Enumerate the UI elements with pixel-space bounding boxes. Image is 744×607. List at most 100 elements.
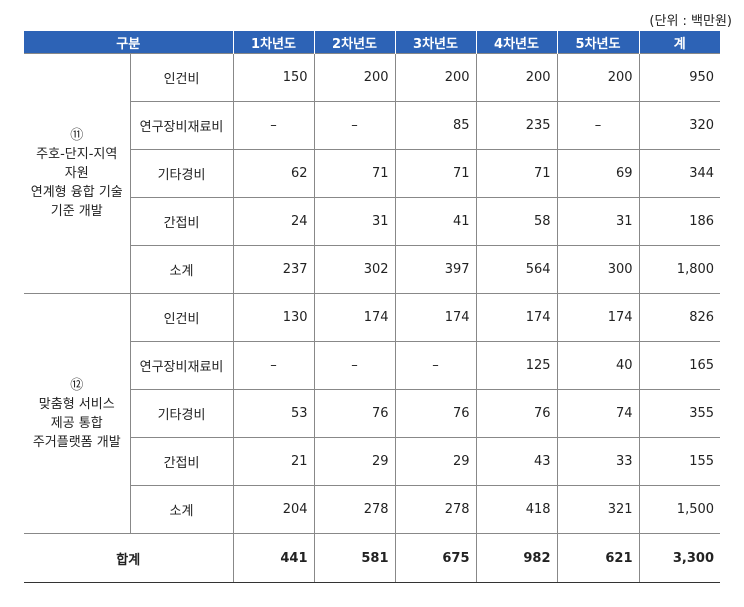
group-title-line: 주호-단지-지역 — [36, 147, 118, 162]
item-label: 기타경비 — [130, 149, 234, 198]
header-category: 구분 — [24, 31, 234, 54]
item-label: 연구장비재료비 — [130, 341, 234, 390]
value-cell: – — [313, 101, 396, 150]
value-cell: 200 — [556, 53, 640, 102]
value-cell: 62 — [232, 149, 315, 198]
value-cell: 71 — [394, 149, 477, 198]
group-title-line: 맞춤형 서비스 — [38, 396, 115, 412]
header-year-4: 4차년도 — [475, 31, 558, 54]
value-cell: 278 — [394, 485, 477, 534]
value-cell: 235 — [475, 101, 558, 150]
value-cell: 74 — [556, 389, 640, 438]
item-label: 인건비 — [129, 53, 234, 102]
value-cell: 418 — [475, 485, 558, 534]
row-total-cell: 355 — [638, 389, 721, 438]
table-row: 소계 204 278 278 418 321 1,500 — [24, 485, 721, 534]
header-year-5: 5차년도 — [556, 31, 640, 54]
table-header-row: 구분 1차년도 2차년도 3차년도 4차년도 5차년도 계 — [24, 31, 721, 54]
value-cell: 174 — [475, 293, 558, 342]
row-total-cell: 950 — [638, 53, 721, 102]
group-number: ⑪ — [70, 128, 84, 143]
value-cell: 33 — [556, 437, 640, 486]
unit-note: (단위 : 백만원) — [649, 14, 732, 29]
grand-total-sum: 3,300 — [638, 533, 721, 583]
grand-total-cell: 581 — [313, 533, 396, 583]
value-cell: 21 — [232, 437, 315, 486]
row-total-cell: 1,800 — [638, 245, 721, 294]
value-cell: 29 — [313, 437, 396, 486]
value-cell: 31 — [313, 197, 396, 246]
row-total-cell: 344 — [638, 149, 721, 198]
group-title-line: 기준 개발 — [50, 204, 103, 219]
table-row: ⑫ 맞춤형 서비스 제공 통합 주거플랫폼 개발 인건비 130 174 174 174 174 8… — [24, 293, 721, 534]
value-cell: 43 — [475, 437, 558, 486]
value-cell: 40 — [556, 341, 640, 390]
grand-total-cell: 621 — [556, 533, 640, 583]
group-title-line: 주거플랫폼 개발 — [32, 434, 121, 450]
row-total-cell: 165 — [638, 341, 721, 390]
value-cell: 237 — [232, 245, 315, 294]
value-cell: 29 — [394, 437, 477, 486]
grand-total-cell: 982 — [475, 533, 558, 583]
value-cell: 321 — [556, 485, 640, 534]
row-total-cell: 1,500 — [638, 485, 721, 534]
value-cell: – — [394, 341, 477, 390]
grand-total-label: 합계 — [24, 533, 234, 583]
item-label: 간접비 — [130, 197, 234, 246]
header-year-1: 1차년도 — [232, 31, 315, 54]
value-cell: 150 — [232, 53, 315, 102]
group-title-line: 자원 — [64, 166, 89, 181]
value-cell: 31 — [556, 197, 640, 246]
grand-total-cell: 441 — [232, 533, 315, 583]
value-cell: 174 — [394, 293, 477, 342]
value-cell: 174 — [313, 293, 396, 342]
value-cell: 564 — [475, 245, 558, 294]
item-label: 인건비 — [129, 293, 234, 342]
table-row: 연구장비재료비 – – –125 40 165 — [24, 341, 721, 390]
group-title-line: 제공 통합 — [50, 415, 103, 431]
value-cell: 302 — [313, 245, 396, 294]
value-cell: 76 — [475, 389, 558, 438]
value-cell: – — [313, 341, 396, 390]
value-cell: – — [232, 101, 315, 150]
value-cell: 200 — [475, 53, 558, 102]
header-year-2: 2차년도 — [313, 31, 396, 54]
table-row: 기타경비 62 71 71 71 69 344 — [24, 149, 721, 198]
value-cell: 76 — [313, 389, 396, 438]
table-row: 소계 237 302 397 564 300 1,800 — [24, 245, 721, 294]
value-cell: – — [232, 341, 315, 390]
value-cell: 58 — [475, 197, 558, 246]
table-row: ⑪ 주호-단지-지역 자원 연계형 융합 기술 기준 개발 인건비 150 200 200 200… — [24, 53, 721, 294]
value-cell: 200 — [313, 53, 396, 102]
table-row: 간접비 21 29 29 43 33 155 — [24, 437, 721, 486]
row-total-cell: 826 — [638, 293, 721, 342]
value-cell: 174 — [556, 293, 640, 342]
value-cell: – — [556, 101, 640, 150]
row-total-cell: 155 — [638, 437, 721, 486]
item-label: 기타경비 — [130, 389, 234, 438]
value-cell: 300 — [556, 245, 640, 294]
value-cell: 71 — [313, 149, 396, 198]
table-row: 연구장비재료비 – –85 235–320 — [24, 101, 721, 150]
value-cell: 397 — [394, 245, 477, 294]
header-total: 계 — [638, 31, 721, 54]
value-cell: 69 — [556, 149, 640, 198]
row-total-cell: 320 — [638, 101, 721, 150]
group-title-line: 연계형 융합 기술 — [30, 185, 123, 200]
value-cell: 130 — [232, 293, 315, 342]
header-year-3: 3차년도 — [394, 31, 477, 54]
table-row: 기타경비 53 76 76 76 74 355 — [24, 389, 721, 438]
value-cell: 125 — [475, 341, 558, 390]
group-number: ⑫ — [70, 377, 84, 393]
value-cell: 204 — [232, 485, 315, 534]
value-cell: 200 — [394, 53, 477, 102]
value-cell: 53 — [232, 389, 315, 438]
value-cell: 85 — [394, 101, 477, 150]
item-label: 간접비 — [130, 437, 234, 486]
value-cell: 278 — [313, 485, 396, 534]
value-cell: 71 — [475, 149, 558, 198]
item-label: 소계 — [130, 485, 234, 534]
